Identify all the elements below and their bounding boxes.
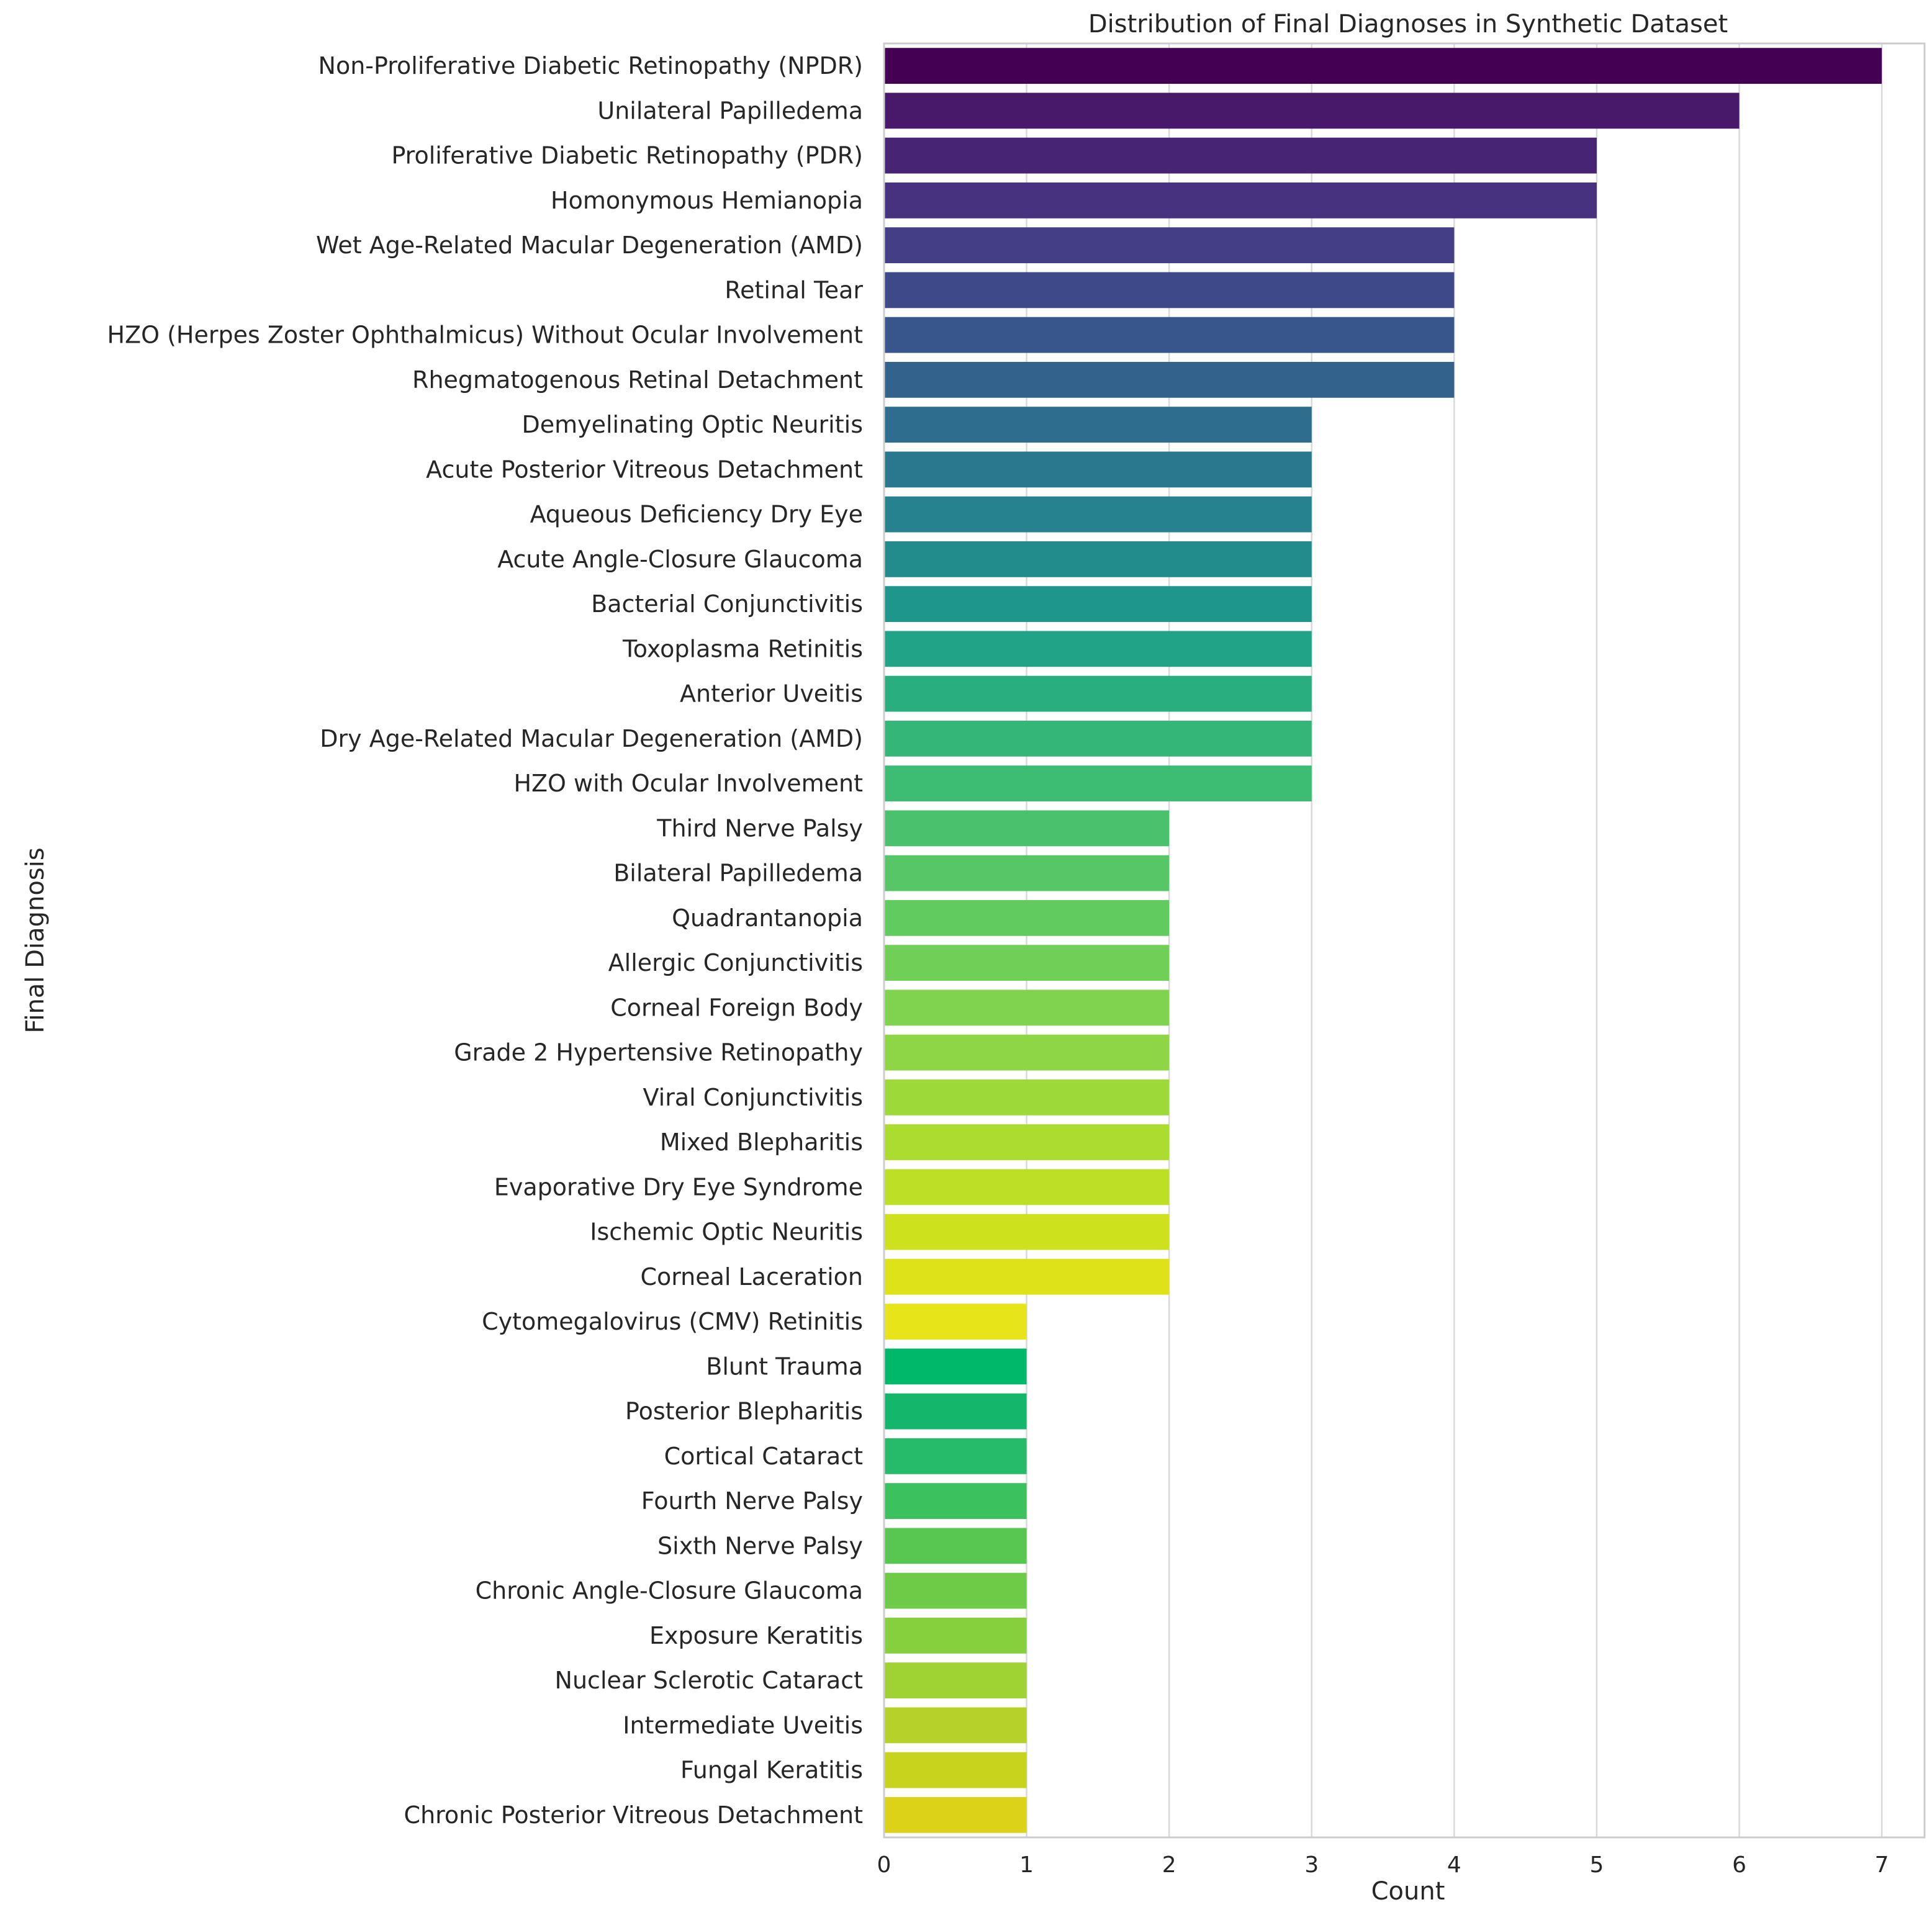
- bar: [884, 182, 1597, 219]
- bar: [884, 272, 1455, 309]
- bar: [884, 631, 1312, 667]
- bar: [884, 855, 1170, 891]
- bar: [884, 361, 1455, 398]
- category-label: Retinal Tear: [724, 276, 863, 304]
- x-tick-label: 5: [1589, 1852, 1604, 1878]
- category-label: Third Nerve Palsy: [656, 814, 863, 842]
- bar: [884, 1796, 1027, 1833]
- category-label: Anterior Uveitis: [680, 680, 863, 708]
- bar: [884, 899, 1170, 936]
- category-label: Quadrantanopia: [672, 904, 863, 932]
- bar: [884, 1483, 1027, 1520]
- category-label: Aqueous Deficiency Dry Eye: [530, 501, 863, 528]
- bar: [884, 227, 1455, 264]
- category-label: Posterior Blepharitis: [625, 1398, 863, 1425]
- x-tick-label: 3: [1304, 1852, 1319, 1878]
- bar: [884, 1214, 1170, 1250]
- chart-title: Distribution of Final Diagnoses in Synth…: [1088, 10, 1728, 38]
- category-labels: Non-Proliferative Diabetic Retinopathy (…: [107, 52, 864, 1829]
- x-tick-label: 6: [1732, 1852, 1746, 1878]
- category-label: Rhegmatogenous Retinal Detachment: [412, 366, 863, 394]
- category-label: Nuclear Sclerotic Cataract: [555, 1667, 863, 1694]
- bar: [884, 451, 1312, 488]
- bar: [884, 1572, 1027, 1609]
- bar: [884, 48, 1882, 84]
- bar: [884, 137, 1597, 174]
- bar: [884, 1617, 1027, 1654]
- category-label: Wet Age-Related Macular Degeneration (AM…: [316, 232, 863, 259]
- category-label: Sixth Nerve Palsy: [657, 1532, 863, 1559]
- category-label: Blunt Trauma: [706, 1353, 863, 1380]
- x-tick-label: 4: [1447, 1852, 1461, 1878]
- category-label: Chronic Posterior Vitreous Detachment: [404, 1801, 863, 1829]
- bar: [884, 720, 1312, 757]
- bar: [884, 1079, 1170, 1115]
- bar: [884, 810, 1170, 847]
- x-tick-label: 7: [1875, 1852, 1889, 1878]
- category-label: HZO with Ocular Involvement: [513, 770, 863, 797]
- category-label: Unilateral Papilledema: [597, 97, 863, 124]
- bar: [884, 1707, 1027, 1744]
- category-label: Proliferative Diabetic Retinopathy (PDR): [391, 142, 863, 169]
- category-label: Evaporative Dry Eye Syndrome: [494, 1173, 863, 1201]
- category-label: Fourth Nerve Palsy: [641, 1487, 863, 1515]
- x-tick-label: 2: [1162, 1852, 1176, 1878]
- category-label: Corneal Laceration: [640, 1263, 863, 1291]
- x-tick-label: 1: [1019, 1852, 1034, 1878]
- category-label: Chronic Angle-Closure Glaucoma: [476, 1577, 863, 1605]
- category-label: HZO (Herpes Zoster Ophthalmicus) Without…: [107, 322, 863, 349]
- category-label: Bacterial Conjunctivitis: [591, 590, 863, 618]
- category-label: Homonymous Hemianopia: [551, 187, 863, 214]
- category-label: Cortical Cataract: [664, 1443, 863, 1470]
- category-label: Toxoplasma Retinitis: [622, 635, 863, 662]
- bar: [884, 1304, 1027, 1340]
- category-label: Grade 2 Hypertensive Retinopathy: [454, 1039, 863, 1066]
- bar: [884, 989, 1170, 1026]
- bar: [884, 496, 1312, 533]
- x-tick-labels: 0 1 2 3 4 5 6 7: [877, 1852, 1889, 1878]
- category-label: Allergic Conjunctivitis: [608, 949, 863, 976]
- x-tick-label: 0: [877, 1852, 892, 1878]
- y-axis-label: Final Diagnosis: [21, 847, 50, 1033]
- bar: [884, 586, 1312, 623]
- bar: [884, 541, 1312, 577]
- bar: [884, 1258, 1170, 1295]
- bar: [884, 1528, 1027, 1564]
- category-label: Cytomegalovirus (CMV) Retinitis: [482, 1308, 863, 1335]
- plot-frame: [883, 42, 1926, 1839]
- bar: [884, 765, 1312, 802]
- category-label: Exposure Keratitis: [649, 1622, 863, 1649]
- category-label: Mixed Blepharitis: [660, 1129, 863, 1156]
- bar: [884, 675, 1312, 712]
- category-label: Viral Conjunctivitis: [643, 1084, 863, 1111]
- bar: [884, 407, 1312, 443]
- bar: [884, 1124, 1170, 1161]
- category-label: Ischemic Optic Neuritis: [590, 1219, 863, 1246]
- category-label: Demyelinating Optic Neuritis: [521, 411, 863, 438]
- category-label: Dry Age-Related Macular Degeneration (AM…: [320, 725, 863, 752]
- bars: [884, 48, 1882, 1833]
- category-label: Acute Angle-Closure Glaucoma: [497, 546, 863, 573]
- bar: [884, 1169, 1170, 1205]
- bar: [884, 1034, 1170, 1071]
- bar: [884, 1662, 1027, 1699]
- bar: [884, 1438, 1027, 1474]
- grid-lines: [883, 43, 1883, 1837]
- category-label: Corneal Foreign Body: [610, 994, 863, 1021]
- category-label: Non-Proliferative Diabetic Retinopathy (…: [318, 52, 863, 79]
- bar: [884, 317, 1455, 353]
- bar: [884, 92, 1740, 129]
- x-axis-label: Count: [1371, 1877, 1445, 1906]
- bar: [884, 945, 1170, 981]
- bar: [884, 1752, 1027, 1788]
- category-label: Fungal Keratitis: [680, 1757, 863, 1784]
- category-label: Intermediate Uveitis: [623, 1711, 863, 1739]
- bar: [884, 1348, 1027, 1385]
- category-label: Acute Posterior Vitreous Detachment: [426, 456, 863, 483]
- category-label: Bilateral Papilledema: [613, 860, 863, 887]
- bar: [884, 1393, 1027, 1430]
